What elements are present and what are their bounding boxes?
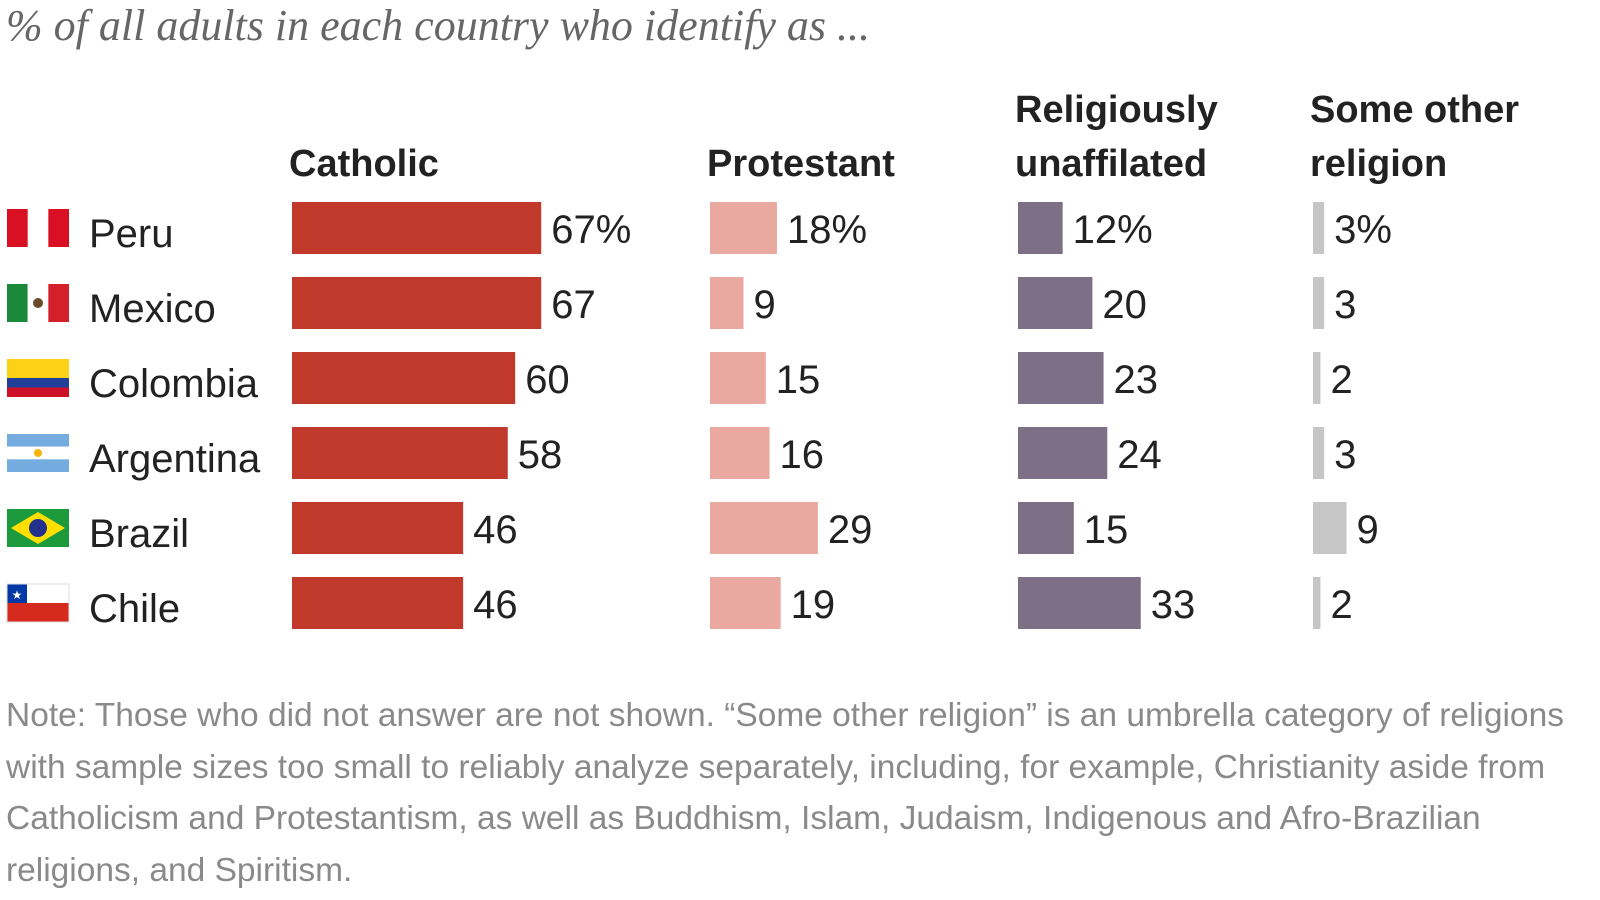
bar-religiously-unaffiliated-argentina <box>1018 427 1108 479</box>
value-label-some-other-religion-colombia: 2 <box>1330 358 1352 402</box>
chart: Peru Mexico Colombia Argentina Brazil ★ Chile C… <box>6 89 1519 631</box>
column-header-religiously-unaffiliated-line2: unaffilated <box>1015 143 1207 185</box>
bar-religiously-unaffiliated-mexico <box>1018 277 1093 329</box>
bar-catholic-chile <box>292 577 464 629</box>
svg-text:★: ★ <box>12 588 23 602</box>
value-label-religiously-unaffiliated-mexico: 20 <box>1102 283 1147 327</box>
column-header-some-other-religion-line1: Some other <box>1310 89 1519 131</box>
bar-religiously-unaffiliated-peru <box>1018 202 1063 254</box>
value-label-protestant-brazil: 29 <box>828 508 873 552</box>
bar-some-other-religion-chile <box>1313 577 1321 629</box>
country-label-chile: Chile <box>89 587 180 631</box>
value-label-some-other-religion-brazil: 9 <box>1356 508 1378 552</box>
bar-some-other-religion-mexico <box>1313 277 1325 329</box>
column-header-some-other-religion-line2: religion <box>1310 143 1447 185</box>
bar-catholic-peru <box>292 202 542 254</box>
bar-some-other-religion-peru <box>1313 202 1325 254</box>
bar-protestant-colombia <box>710 352 766 404</box>
bar-protestant-chile <box>710 577 781 629</box>
brazil-flag-icon <box>7 509 69 547</box>
bar-protestant-argentina <box>710 427 770 479</box>
chile-flag-icon: ★ <box>6 583 70 623</box>
bar-catholic-argentina <box>292 427 508 479</box>
column-header-catholic: Catholic <box>289 143 439 185</box>
bar-religiously-unaffiliated-colombia <box>1018 352 1104 404</box>
value-label-some-other-religion-chile: 2 <box>1330 583 1352 627</box>
value-label-catholic-chile: 46 <box>473 583 518 627</box>
value-label-catholic-peru: 67% <box>551 208 631 252</box>
bar-some-other-religion-brazil <box>1313 502 1347 554</box>
value-label-catholic-brazil: 46 <box>473 508 518 552</box>
bar-some-other-religion-argentina <box>1313 427 1325 479</box>
bar-catholic-colombia <box>292 352 516 404</box>
country-label-mexico: Mexico <box>89 287 216 331</box>
chart-note: Note: Those who did not answer are not s… <box>6 697 1564 889</box>
value-label-catholic-colombia: 60 <box>525 358 570 402</box>
country-label-peru: Peru <box>89 212 174 256</box>
value-label-catholic-mexico: 67 <box>551 283 596 327</box>
value-label-religiously-unaffiliated-peru: 12% <box>1073 208 1153 252</box>
bar-catholic-brazil <box>292 502 464 554</box>
bar-protestant-mexico <box>710 277 744 329</box>
column-header-protestant: Protestant <box>707 143 895 185</box>
mexico-flag-icon <box>7 284 69 322</box>
value-label-protestant-mexico: 9 <box>753 283 775 327</box>
peru-flag-icon <box>7 209 69 247</box>
bar-protestant-peru <box>710 202 777 254</box>
value-label-catholic-argentina: 58 <box>518 433 563 477</box>
country-label-colombia: Colombia <box>89 362 259 406</box>
colombia-flag-icon <box>7 359 69 397</box>
value-label-protestant-peru: 18% <box>787 208 867 252</box>
value-label-some-other-religion-argentina: 3 <box>1334 433 1356 477</box>
argentina-flag-icon <box>7 434 69 472</box>
value-label-some-other-religion-mexico: 3 <box>1334 283 1356 327</box>
bar-religiously-unaffiliated-brazil <box>1018 502 1074 554</box>
bar-catholic-mexico <box>292 277 542 329</box>
value-label-religiously-unaffiliated-argentina: 24 <box>1117 433 1162 477</box>
value-label-religiously-unaffiliated-brazil: 15 <box>1084 508 1129 552</box>
bar-religiously-unaffiliated-chile <box>1018 577 1141 629</box>
chart-subtitle: % of all adults in each country who iden… <box>6 1 871 50</box>
value-label-some-other-religion-peru: 3% <box>1334 208 1392 252</box>
country-label-argentina: Argentina <box>89 437 261 481</box>
value-label-religiously-unaffiliated-colombia: 23 <box>1114 358 1159 402</box>
country-label-brazil: Brazil <box>89 512 189 556</box>
bar-some-other-religion-colombia <box>1313 352 1321 404</box>
bar-protestant-brazil <box>710 502 818 554</box>
value-label-protestant-chile: 19 <box>791 583 836 627</box>
value-label-protestant-colombia: 15 <box>776 358 821 402</box>
value-label-religiously-unaffiliated-chile: 33 <box>1151 583 1196 627</box>
column-header-religiously-unaffiliated-line1: Religiously <box>1015 89 1218 131</box>
value-label-protestant-argentina: 16 <box>780 433 825 477</box>
